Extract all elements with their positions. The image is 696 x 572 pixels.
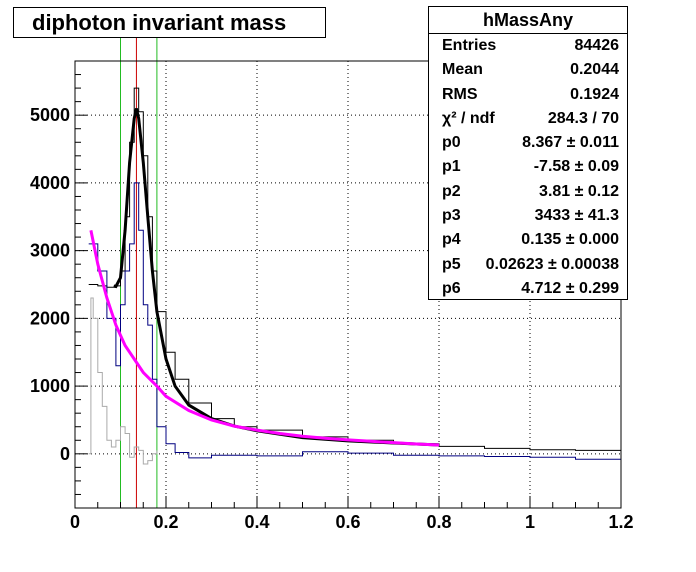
series-line-2 xyxy=(88,297,158,465)
stats-value: -7.58 ± 0.09 xyxy=(533,158,619,176)
y-tick-label: 2000 xyxy=(30,308,70,328)
y-tick-label: 5000 xyxy=(30,105,70,125)
stats-value: 84426 xyxy=(574,37,620,54)
y-tick-label: 3000 xyxy=(30,241,70,261)
x-tick-label: 0.6 xyxy=(335,512,360,532)
stats-key: p5 xyxy=(442,255,461,273)
stats-value: 4.712 ± 0.299 xyxy=(521,279,619,297)
series-line-4 xyxy=(89,230,440,447)
stats-row: Mean 0.2044 xyxy=(429,58,627,82)
stats-value: 0.02623 ± 0.00038 xyxy=(485,255,619,273)
data-series xyxy=(88,87,622,465)
stats-key: p0 xyxy=(442,134,461,152)
stats-row: RMS 0.1924 xyxy=(429,83,627,107)
stats-row: p0 8.367 ± 0.011 xyxy=(429,131,627,155)
stats-key: p2 xyxy=(442,182,461,200)
axes: 0 0.2 0.4 0.6 0.8 1 1.2 0 1000 2000 3000 4000 5000 xyxy=(30,60,634,532)
stats-row: p4 0.135 ± 0.000 xyxy=(429,228,627,252)
stats-key: p3 xyxy=(442,207,461,225)
stats-key: p4 xyxy=(442,231,461,249)
x-tick-label: 0.8 xyxy=(426,512,451,532)
x-tick-label: 0 xyxy=(70,512,80,532)
stats-row: p6 4.712 ± 0.299 xyxy=(429,277,627,301)
stats-row: p1 -7.58 ± 0.09 xyxy=(429,155,627,179)
x-tick-label: 0.2 xyxy=(153,512,178,532)
stats-key: Entries xyxy=(442,37,497,54)
stats-key: p6 xyxy=(442,279,461,297)
stats-row: p2 3.81 ± 0.12 xyxy=(429,180,627,204)
series-line-1 xyxy=(88,182,622,461)
stats-key: Mean xyxy=(442,61,483,79)
stats-value: 3.81 ± 0.12 xyxy=(539,182,619,200)
x-tick-label: 1 xyxy=(525,512,535,532)
stats-box: hMassAny Entries 84426 Mean 0.2044 RMS 0.1924… xyxy=(428,6,628,300)
stats-value: 8.367 ± 0.011 xyxy=(522,134,619,152)
y-tick-label: 0 xyxy=(60,444,70,464)
stats-key: p1 xyxy=(442,158,461,176)
stats-value: 0.1924 xyxy=(570,85,619,103)
x-tick-label: 0.4 xyxy=(244,512,269,532)
stats-value: 284.3 / 70 xyxy=(547,109,619,127)
stats-key: RMS xyxy=(442,85,478,103)
stats-row: Entries 84426 xyxy=(429,34,627,58)
stats-title: hMassAny xyxy=(429,7,627,34)
y-tick-label: 4000 xyxy=(30,173,70,193)
stats-value: 0.135 ± 0.000 xyxy=(521,231,619,249)
stats-row: p3 3433 ± 41.3 xyxy=(429,204,627,228)
stats-rows: Entries 84426 Mean 0.2044 RMS 0.1924 χ² / ndf 2… xyxy=(429,34,627,301)
chart-title: diphoton invariant mass xyxy=(13,7,326,38)
stats-row: p5 0.02623 ± 0.00038 xyxy=(429,253,627,277)
stats-row: χ² / ndf 284.3 / 70 xyxy=(429,107,627,131)
x-tick-label: 1.2 xyxy=(608,512,633,532)
stats-value: 0.2044 xyxy=(570,61,619,79)
stats-value: 3433 ± 41.3 xyxy=(534,207,619,225)
stats-key: χ² / ndf xyxy=(442,109,495,127)
y-tick-label: 1000 xyxy=(30,376,70,396)
